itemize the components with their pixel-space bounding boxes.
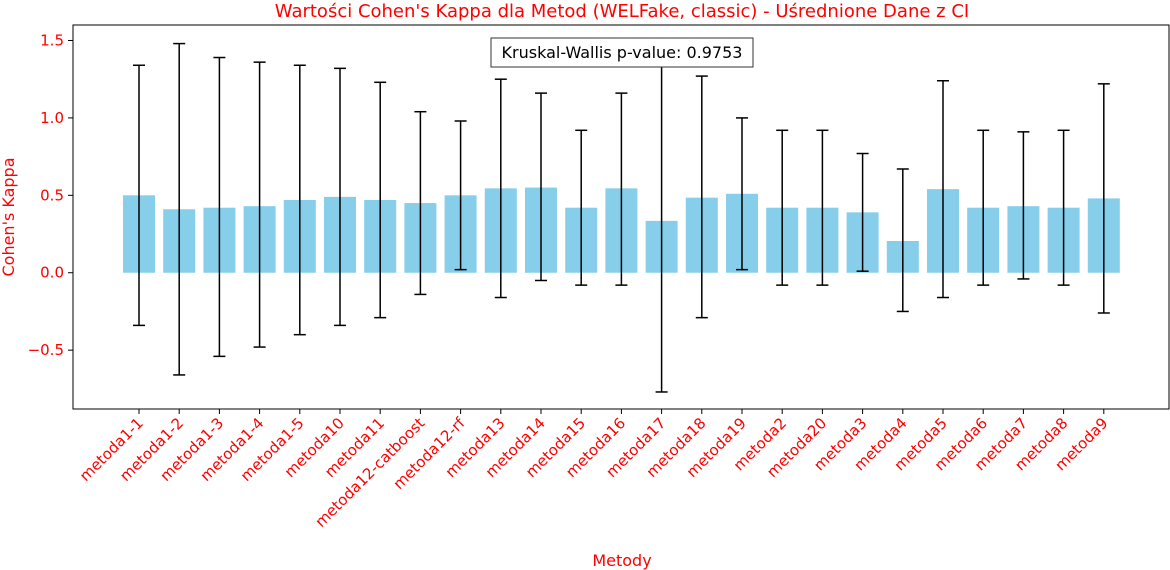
y-axis: −0.5 0.0 0.5 1.0 1.5 <box>28 31 73 359</box>
error-bar-metoda19 <box>736 117 748 271</box>
error-bar-metoda15 <box>575 129 588 286</box>
error-bar-metoda1-1 <box>133 64 145 327</box>
error-bar-metoda10 <box>334 67 346 327</box>
error-bar-metoda20 <box>816 129 829 286</box>
error-bar-metoda1-3 <box>213 56 226 358</box>
error-bar-metoda18 <box>695 75 708 319</box>
error-bar-metoda7 <box>1017 131 1030 280</box>
y-tick-label: −0.5 <box>28 341 64 359</box>
error-bar-metoda9 <box>1097 83 1110 314</box>
x-axis: metoda1-1metoda1-2metoda1-3metoda1-4meto… <box>76 409 1112 531</box>
error-bar-metoda1-4 <box>253 61 266 348</box>
error-bar-metoda1-2 <box>173 42 186 376</box>
error-bar-metoda13 <box>494 78 507 299</box>
error-bar-metoda1-5 <box>293 64 306 336</box>
error-bar-metoda11 <box>374 81 387 319</box>
y-tick-label: 0.5 <box>40 186 64 204</box>
error-bar-metoda8 <box>1057 129 1070 286</box>
error-bar-metoda5 <box>937 79 949 299</box>
y-tick-label: 1.5 <box>40 31 64 49</box>
error-bar-metoda3 <box>856 152 869 272</box>
error-bar-metoda6 <box>977 129 990 286</box>
annotation-text: Kruskal-Wallis p-value: 0.9753 <box>502 43 743 62</box>
y-tick-label: 1.0 <box>40 109 64 127</box>
error-bar-metoda16 <box>615 92 628 286</box>
y-tick-label: 0.0 <box>40 264 64 282</box>
error-bar-metoda12-catboost <box>414 110 427 296</box>
chart-title: Wartości Cohen's Kappa dla Metod (WELFak… <box>275 1 969 22</box>
y-axis-label: Cohen's Kappa <box>0 157 18 276</box>
annotation-frame <box>490 37 754 68</box>
error-bar-metoda2 <box>776 129 789 286</box>
x-axis-label: Metody <box>592 551 651 570</box>
annotation-box: Kruskal-Wallis p-value: 0.9753 <box>490 37 754 68</box>
error-bars-group <box>133 42 1110 393</box>
error-bar-metoda12-rf <box>454 120 467 271</box>
error-bar-metoda4 <box>896 168 909 313</box>
error-bar-metoda14 <box>535 92 547 282</box>
